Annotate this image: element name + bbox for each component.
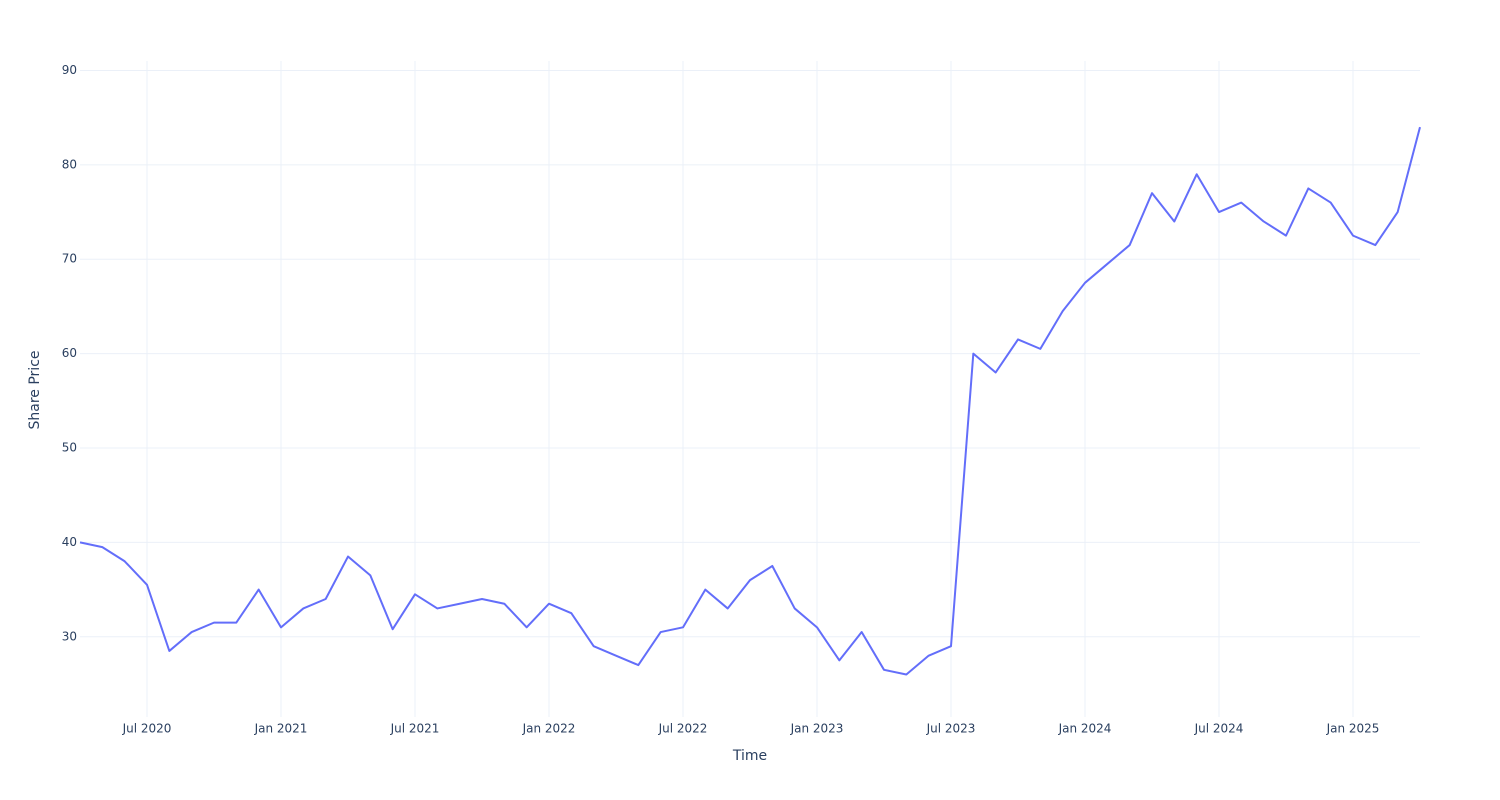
x-tick-label: Jan 2024 (1058, 722, 1112, 736)
y-tick-label: 70 (62, 252, 77, 266)
y-tick-label: 50 (62, 440, 77, 454)
y-tick-label: 90 (62, 63, 77, 77)
y-axis-title: Share Price (27, 350, 43, 429)
x-tick-label: Jan 2025 (1326, 722, 1380, 736)
y-tick-label: 30 (62, 629, 77, 643)
x-tick-label: Jan 2022 (522, 722, 576, 736)
x-tick-label: Jul 2022 (658, 722, 708, 736)
y-tick-label: 40 (62, 535, 77, 549)
x-tick-label: Jul 2020 (122, 722, 172, 736)
y-tick-label: 80 (62, 157, 77, 171)
x-tick-label: Jan 2023 (790, 722, 844, 736)
x-axis-title: Time (732, 748, 767, 764)
x-tick-label: Jul 2023 (926, 722, 976, 736)
x-tick-label: Jan 2021 (254, 722, 308, 736)
x-tick-label: Jul 2021 (390, 722, 440, 736)
price-line (79, 126, 1421, 676)
x-tick-label: Jul 2024 (1194, 722, 1244, 736)
y-tick-label: 60 (62, 346, 77, 360)
